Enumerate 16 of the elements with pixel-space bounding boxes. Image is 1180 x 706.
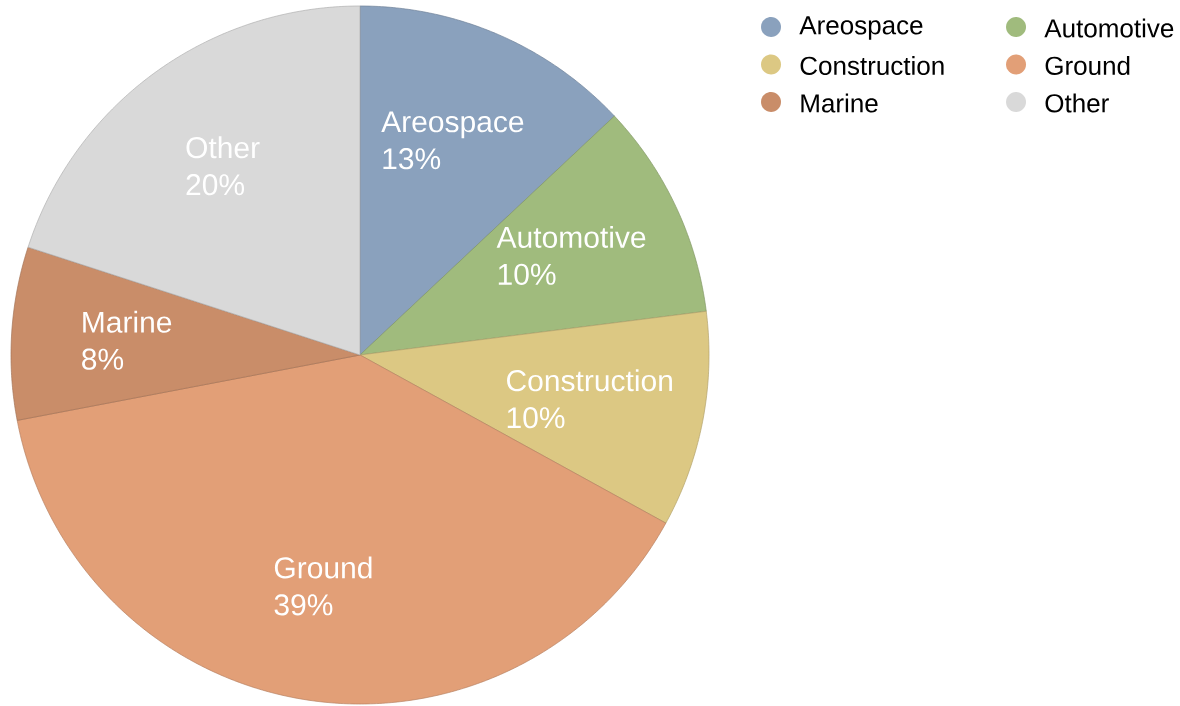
legend-label: Construction [800, 55, 944, 76]
slice-label: Marine [83, 310, 172, 333]
legend-label: Ground [1045, 55, 1130, 76]
legend-label: Marine [801, 93, 878, 113]
slice-label: Automotive [496, 225, 646, 248]
legend-label: Areospace [799, 16, 923, 40]
data-label: 10% [498, 263, 556, 285]
slice-label: Construction [507, 369, 672, 392]
data-label: 13% [383, 148, 441, 170]
data-label: 8% [82, 348, 124, 370]
data-label: 39% [274, 594, 333, 616]
slice-label: Ground [274, 556, 372, 579]
slice-label: Areospace [381, 111, 524, 139]
data-label: 10% [507, 407, 565, 429]
legend-label: Automotive [1044, 18, 1174, 38]
legend-label: Other [1045, 93, 1109, 113]
